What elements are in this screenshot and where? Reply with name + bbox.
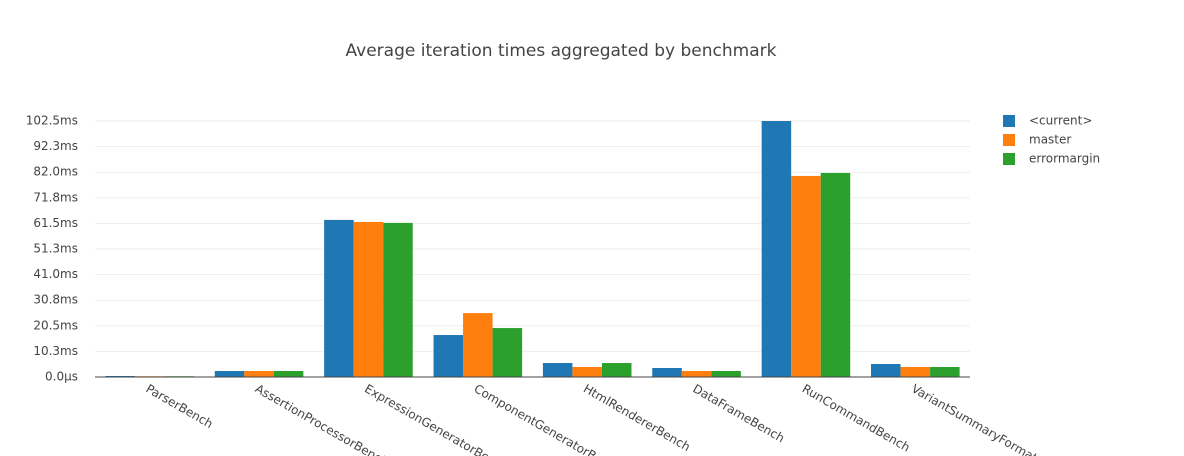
- chart-title: Average iteration times aggregated by be…: [346, 41, 777, 61]
- bar: [820, 172, 851, 377]
- x-tick-label: DataFrameBench: [690, 382, 787, 446]
- legend-label: master: [1029, 133, 1071, 147]
- y-tick-label: 102.5ms: [26, 114, 78, 128]
- bar: [383, 222, 413, 377]
- legend-label: <current>: [1029, 114, 1092, 128]
- y-tick-label: 41.0ms: [33, 267, 78, 281]
- y-tick-label: 20.5ms: [33, 318, 78, 332]
- bar: [214, 371, 245, 377]
- legend-label: errormargin: [1029, 152, 1100, 166]
- bar: [353, 221, 384, 377]
- bar: [681, 371, 712, 377]
- x-tick-label: RunCommandBench: [800, 382, 913, 455]
- y-tick-label: 51.3ms: [33, 242, 78, 256]
- bar: [871, 364, 901, 377]
- bar: [930, 367, 960, 377]
- bar: [572, 367, 602, 377]
- bar: [711, 371, 741, 377]
- y-tick-label: 82.0ms: [33, 165, 78, 179]
- bar: [324, 219, 354, 377]
- y-tick-label: 92.3ms: [33, 139, 78, 153]
- y-tick-label: 0.0μs: [45, 370, 78, 384]
- y-tick-label: 61.5ms: [33, 216, 78, 230]
- bar: [791, 175, 821, 377]
- bar: [761, 121, 792, 377]
- bar: [273, 371, 304, 377]
- y-tick-label: 30.8ms: [33, 293, 78, 307]
- legend-swatch: [1003, 153, 1015, 165]
- bar: [652, 368, 682, 377]
- x-tick-label: ParserBench: [143, 382, 215, 432]
- bar: [492, 328, 523, 377]
- y-tick-label: 10.3ms: [33, 344, 78, 358]
- x-tick-label: VariantSummaryFormatterBench: [909, 382, 1087, 456]
- legend-swatch: [1003, 134, 1015, 146]
- bar: [601, 363, 632, 377]
- x-tick-label: HtmlRendererBench: [581, 382, 693, 455]
- bar: [900, 367, 931, 377]
- bar: [463, 313, 493, 377]
- bar: [433, 335, 464, 377]
- legend-swatch: [1003, 115, 1015, 127]
- y-tick-label: 71.8ms: [33, 190, 78, 204]
- bar: [244, 371, 274, 377]
- bar: [542, 363, 573, 377]
